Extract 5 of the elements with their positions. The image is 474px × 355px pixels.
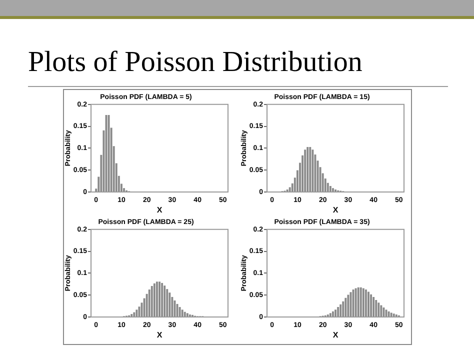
x-axis-title: X	[156, 205, 163, 214]
x-axis-title: X	[332, 330, 339, 340]
text: Plots of Poisson Distribution	[28, 46, 362, 79]
x-axis-title: X	[156, 330, 163, 340]
x-axis-title: X	[332, 205, 339, 214]
